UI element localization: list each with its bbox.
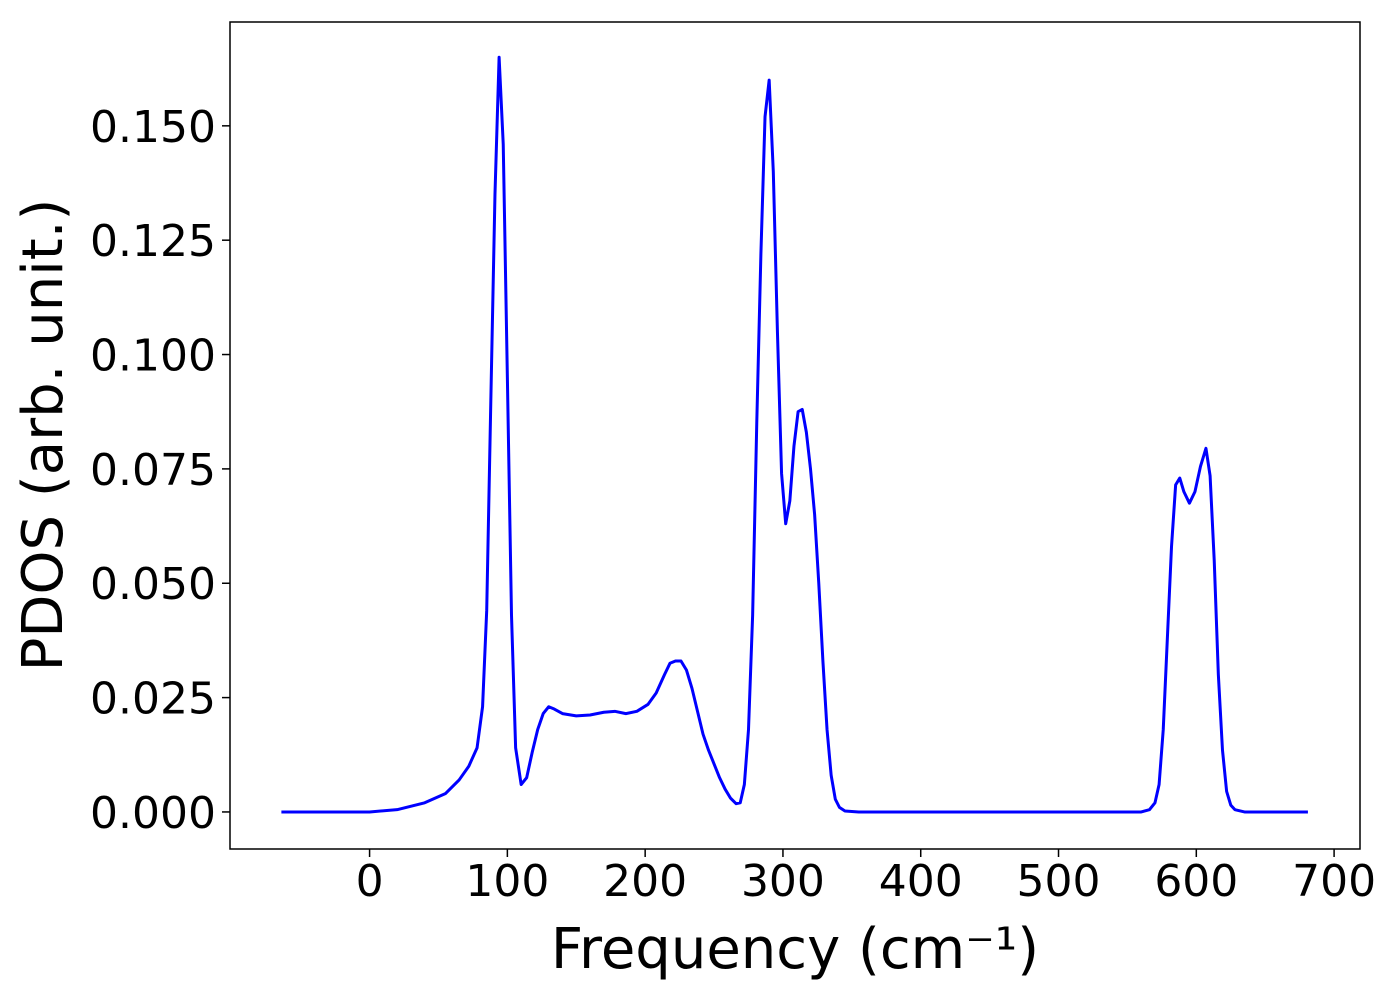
x-tick-label: 100 — [465, 856, 549, 907]
x-tick-label: 300 — [741, 856, 825, 907]
y-tick-label: 0.050 — [90, 559, 216, 610]
y-tick-label: 0.125 — [90, 216, 216, 267]
series-line — [281, 55, 1308, 814]
y-axis-label: PDOS (arb. unit.) — [11, 199, 76, 672]
x-tick-label: 600 — [1154, 856, 1238, 907]
y-tick-label: 0.150 — [90, 102, 216, 153]
x-tick-label: 400 — [879, 856, 963, 907]
y-tick-label: 0.000 — [90, 788, 216, 839]
x-tick-label: 200 — [603, 856, 687, 907]
x-axis-label: Frequency (cm⁻¹) — [551, 917, 1039, 982]
x-tick-label: 500 — [1017, 856, 1101, 907]
y-tick-label: 0.025 — [90, 674, 216, 725]
y-tick-label: 0.075 — [90, 445, 216, 496]
y-tick-label: 0.100 — [90, 331, 216, 382]
x-tick-label: 700 — [1292, 856, 1376, 907]
x-tick-label: 0 — [356, 856, 384, 907]
plot-frame — [229, 21, 1361, 850]
